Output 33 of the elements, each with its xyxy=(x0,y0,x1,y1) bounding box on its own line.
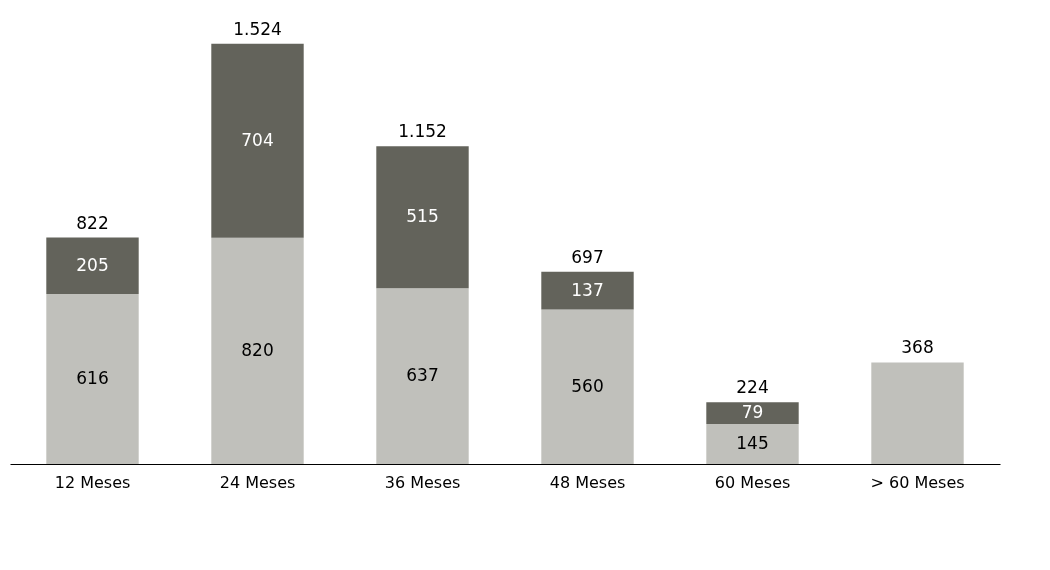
bar xyxy=(706,402,799,424)
bar xyxy=(541,309,634,464)
bar xyxy=(46,294,139,464)
x-tick-label: 24 Meses xyxy=(219,472,296,492)
x-tick-label: > 60 Meses xyxy=(870,472,965,492)
total-label: 224 xyxy=(736,377,769,398)
bar xyxy=(46,237,139,295)
bar xyxy=(706,424,799,464)
bar xyxy=(376,288,469,464)
total-label: 1.524 xyxy=(233,18,282,39)
total-label: 1.152 xyxy=(398,121,447,142)
x-tick-label: 60 Meses xyxy=(714,472,791,492)
bar xyxy=(211,43,304,238)
data-label: 637 xyxy=(406,365,439,386)
bar xyxy=(376,146,469,289)
bar xyxy=(871,362,964,464)
data-label: 616 xyxy=(76,368,109,389)
data-label: 137 xyxy=(571,279,604,300)
data-label: 560 xyxy=(571,375,604,396)
data-label: 515 xyxy=(406,206,439,227)
total-label: 822 xyxy=(76,212,109,233)
bar xyxy=(211,237,304,464)
data-label: 704 xyxy=(241,129,274,150)
total-label: 368 xyxy=(901,337,934,358)
total-label: 697 xyxy=(571,246,604,267)
x-tick-label: 36 Meses xyxy=(384,472,461,492)
data-label: 79 xyxy=(741,402,764,423)
x-tick-label: 12 Meses xyxy=(54,472,131,492)
bar xyxy=(541,271,634,310)
data-label: 145 xyxy=(736,433,769,453)
data-label: 205 xyxy=(76,254,109,275)
x-tick-label: 48 Meses xyxy=(549,472,626,492)
data-label: 820 xyxy=(241,339,274,360)
